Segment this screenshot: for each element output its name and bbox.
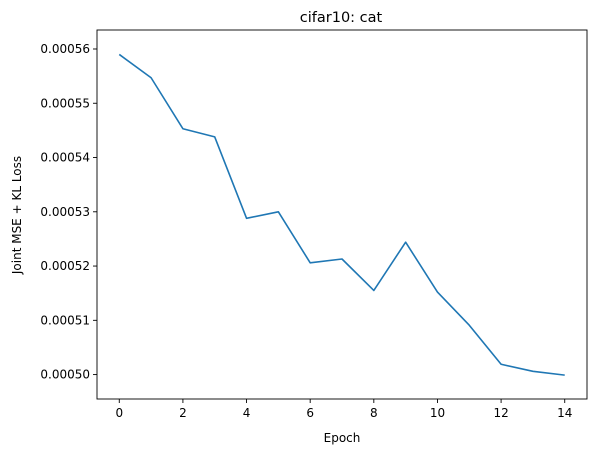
y-tick-label: 0.00053 (40, 205, 90, 219)
axes-frame (96, 29, 588, 400)
x-tick-label: 4 (243, 406, 251, 420)
x-tick-label: 14 (557, 406, 572, 420)
y-tick-label: 0.00051 (40, 313, 90, 327)
y-axis: 0.00050 0.00051 0.00052 0.00053 0.00054 0.000… (40, 42, 97, 382)
y-tick-label: 0.00055 (40, 96, 90, 110)
x-tick-label: 2 (179, 406, 187, 420)
chart-title: cifar10: cat (300, 10, 383, 26)
y-tick-label: 0.00050 (40, 368, 90, 382)
plot-area (96, 29, 588, 400)
x-tick-label: 12 (493, 406, 508, 420)
x-tick-label: 0 (115, 406, 123, 420)
x-axis: 0 2 4 6 8 10 12 14 (115, 399, 572, 420)
series-line-0 (118, 53, 565, 376)
y-tick-label: 0.00056 (40, 42, 90, 56)
plot-background (97, 30, 587, 399)
x-tick-label: 10 (430, 406, 445, 420)
y-axis-label: Joint MSE + KL Loss (10, 156, 24, 275)
y-tick-label: 0.00052 (40, 259, 90, 273)
x-tick-label: 6 (306, 406, 314, 420)
y-tick-label: 0.00054 (40, 151, 90, 165)
x-axis-label: Epoch (324, 431, 361, 445)
x-tick-label: 8 (370, 406, 378, 420)
